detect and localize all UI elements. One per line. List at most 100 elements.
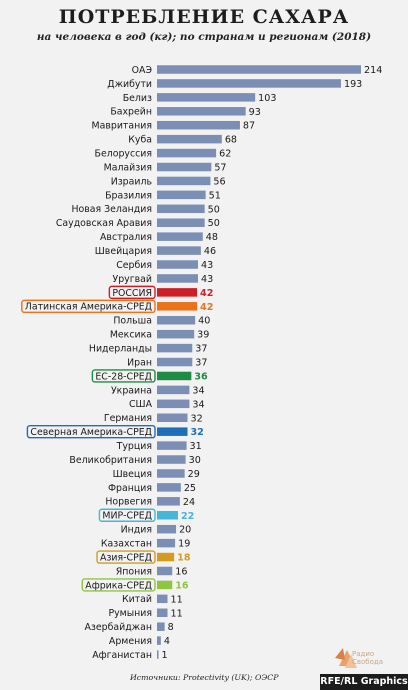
value-label: 8 (168, 622, 174, 633)
value-label: 103 (258, 93, 276, 104)
bar (157, 120, 240, 130)
bar (157, 385, 190, 395)
value-label: 42 (200, 302, 213, 313)
value-label: 51 (209, 190, 221, 201)
bar (157, 162, 212, 172)
bar (157, 134, 222, 144)
value-label: 25 (184, 483, 196, 494)
category-label: Австралия (100, 232, 152, 243)
highlight-box (98, 508, 156, 522)
category-label: Белиз (123, 93, 152, 104)
highlight-box (21, 299, 156, 314)
value-label: 43 (201, 274, 213, 285)
value-label: 19 (178, 539, 190, 550)
category-label: Швейцария (95, 246, 152, 257)
category-label: Джибути (107, 79, 152, 90)
bar (157, 580, 173, 590)
bar (157, 204, 205, 214)
value-label: 11 (170, 608, 182, 619)
category-label: Малайзия (104, 162, 152, 173)
bar (157, 343, 193, 353)
value-label: 34 (192, 385, 204, 396)
bar (157, 357, 193, 367)
bar (157, 608, 168, 618)
bar (157, 524, 177, 534)
value-label: 214 (364, 65, 382, 76)
bar (157, 315, 196, 325)
value-label: 18 (177, 553, 191, 564)
value-label: 43 (201, 260, 213, 271)
bar (157, 107, 246, 116)
bar (157, 65, 361, 74)
highlight-box (81, 578, 156, 592)
bar (157, 302, 198, 311)
category-label: МИР-СРЕД (102, 511, 152, 522)
bar (157, 371, 192, 381)
value-label: 40 (198, 316, 210, 327)
value-label: 24 (183, 497, 195, 508)
value-label: 68 (225, 135, 237, 146)
category-label: ЕС-28-СРЕД (95, 371, 152, 382)
category-label: Украина (111, 385, 152, 396)
category-label: Азербайджан (84, 622, 152, 633)
bar (157, 650, 159, 659)
category-label: ОАЭ (132, 65, 153, 76)
category-label: Франция (108, 483, 152, 494)
value-label: 48 (206, 232, 218, 243)
value-label: 50 (208, 204, 220, 215)
bar (157, 399, 190, 409)
category-label: Турция (116, 441, 152, 452)
highlight-box (108, 285, 156, 300)
bar (157, 538, 176, 548)
bar (157, 79, 341, 88)
value-label: 50 (208, 218, 220, 229)
chart-subtitle: на человека в год (кг); по странам и рег… (36, 31, 372, 43)
category-label: Новая Зеландия (71, 204, 152, 215)
value-label: 1 (162, 650, 168, 661)
bar (157, 469, 185, 478)
bar (157, 274, 198, 283)
chart-title: ПОТРЕБЛЕНИЕ САХАРА (58, 6, 350, 28)
bar (157, 441, 187, 450)
highlight-box (91, 369, 156, 383)
value-label: 56 (213, 176, 225, 187)
category-label: Польша (113, 316, 152, 327)
bar (157, 93, 256, 102)
bar (157, 148, 217, 158)
category-label: Япония (116, 566, 152, 577)
bar (157, 427, 188, 436)
value-label: 34 (192, 399, 204, 410)
bar (157, 246, 201, 255)
value-label: 93 (249, 107, 261, 118)
value-label: 32 (191, 413, 203, 424)
category-label: Куба (128, 135, 152, 146)
value-label: 30 (189, 455, 201, 466)
category-label: Сербия (116, 260, 152, 271)
value-label: 11 (170, 594, 182, 605)
radio-svoboda-logo-icon (335, 648, 357, 668)
category-label: Мексика (110, 330, 152, 341)
source-note: Источники: Protectivity (UK); ОЭСР (130, 673, 279, 682)
bar (157, 483, 181, 492)
category-label: Латинская Америка-СРЕД (25, 302, 152, 313)
category-label: Бразилия (105, 190, 152, 201)
value-label: 32 (191, 427, 204, 438)
value-label: 31 (190, 441, 202, 452)
bar (157, 552, 175, 562)
category-label: Саудовская Аравия (56, 218, 152, 229)
bar (157, 190, 206, 200)
value-label: 20 (179, 525, 191, 536)
category-label: Нидерланды (89, 344, 152, 355)
bar (157, 260, 198, 269)
value-label: 22 (181, 511, 194, 522)
value-label: 37 (195, 344, 207, 355)
value-label: 37 (195, 358, 207, 369)
bar (157, 288, 198, 297)
logo-text: Радио Свобода (352, 650, 384, 666)
category-label: Румыния (108, 608, 152, 619)
value-label: 193 (344, 79, 362, 90)
bar (157, 232, 203, 241)
bar (157, 455, 186, 464)
category-label: Индия (121, 525, 152, 536)
